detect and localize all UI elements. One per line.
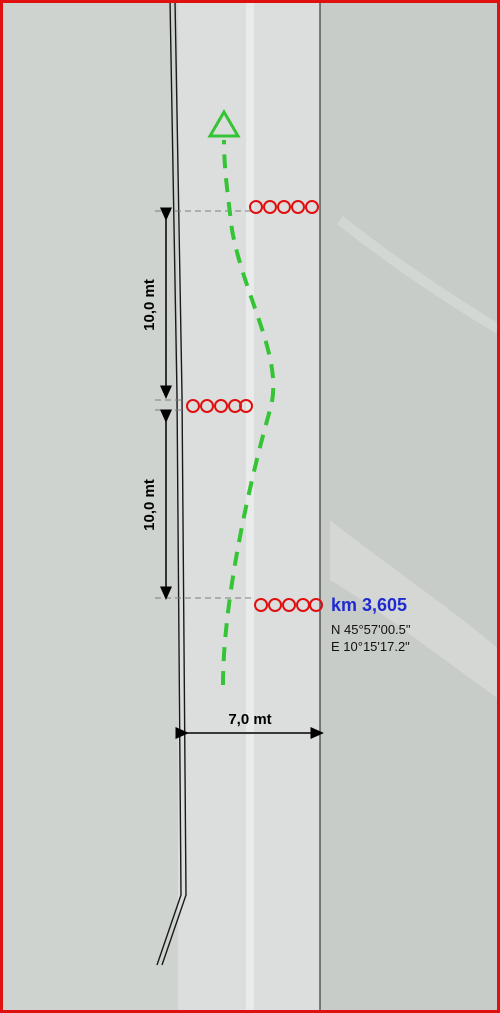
cone [214,399,228,413]
vehicle-path [221,139,276,686]
field-track [330,520,500,700]
guard-rail-outer [156,0,182,966]
cone-group-top [249,200,319,214]
upper-spacing-label: 10,0 mt [141,279,158,331]
km-marker-label: km 3,605 [331,595,407,615]
cone [249,200,263,214]
cone [277,200,291,214]
field-right [320,0,500,1013]
road-width-label: 7,0 mt [228,711,271,728]
lower-spacing-label: 10,0 mt [141,479,158,531]
guard-rail-inner [161,0,187,966]
latitude-label: N 45°57'00.5" [331,622,411,637]
field-track-2 [336,216,500,335]
road-center-band [246,0,254,1013]
cone [186,399,200,413]
path-arrow-head [207,109,241,138]
cone [268,598,282,612]
longitude-label: E 10°15'17.2" [331,639,410,654]
cone [282,598,296,612]
cone [200,399,214,413]
cone [291,200,305,214]
cone [309,598,323,612]
cone [254,598,268,612]
cone-group-bottom [254,598,323,612]
cone [263,200,277,214]
cone [305,200,319,214]
cone-group-middle [186,399,253,413]
cone [239,399,253,413]
